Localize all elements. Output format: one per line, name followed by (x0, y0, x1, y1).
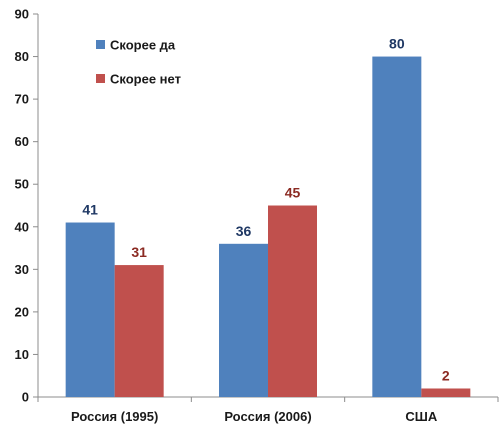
bar-no (268, 205, 317, 397)
y-tick-label: 30 (15, 262, 29, 277)
data-label: 41 (82, 202, 98, 218)
bar-no (421, 388, 471, 397)
bar-yes (65, 222, 115, 397)
bar-no (114, 265, 164, 397)
legend-swatch (96, 74, 105, 83)
data-label: 80 (389, 36, 405, 52)
y-tick-label: 50 (15, 177, 29, 192)
bars (65, 56, 471, 398)
y-tick-label: 90 (15, 7, 29, 22)
legend-label: Скорее нет (110, 72, 181, 87)
x-category-label: Россия (2006) (224, 409, 311, 424)
bar-yes (219, 243, 268, 397)
x-category-label: Россия (1995) (71, 409, 158, 424)
y-tick-label: 10 (15, 347, 29, 362)
axes: 0 10 20 30 40 50 60 70 80 90 Россия (1995) Россия (… (15, 7, 499, 424)
y-tick-label: 70 (15, 92, 29, 107)
x-category-label: США (405, 409, 437, 424)
y-tick-label: 0 (22, 390, 29, 405)
y-tick-label: 40 (15, 219, 29, 234)
legend-label: Скорее да (110, 38, 176, 53)
data-label: 31 (131, 244, 147, 260)
legend: Скорее да Скорее нет (96, 38, 181, 87)
y-tick-label: 80 (15, 49, 29, 64)
data-label: 2 (442, 367, 450, 383)
y-tick-label: 20 (15, 304, 29, 319)
data-label: 45 (285, 185, 301, 201)
data-label: 36 (236, 223, 252, 239)
y-tick-label: 60 (15, 134, 29, 149)
legend-swatch (96, 40, 105, 49)
bar-yes (372, 56, 422, 398)
data-labels: 41 31 36 45 80 2 (82, 36, 450, 384)
